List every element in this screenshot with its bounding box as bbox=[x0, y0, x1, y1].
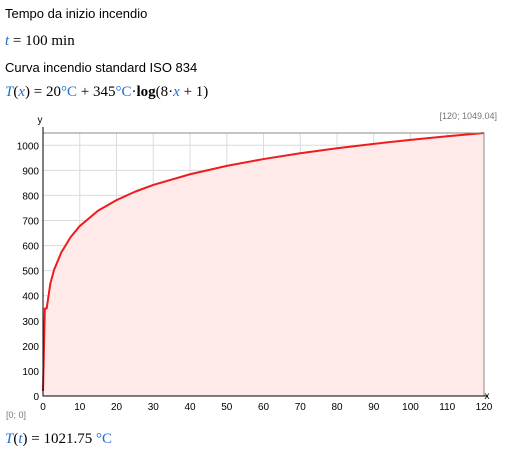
y-tick-label: 800 bbox=[22, 191, 39, 202]
formula-plus: + 345 bbox=[77, 84, 116, 100]
result-open: ( bbox=[13, 431, 19, 447]
formula-log: log bbox=[136, 84, 156, 100]
formula-func: T bbox=[5, 84, 14, 100]
x-tick-label: 20 bbox=[111, 402, 123, 413]
formula-unit-2: °C bbox=[115, 84, 132, 100]
formula-close: ) = 20 bbox=[25, 84, 61, 100]
result-func: T bbox=[5, 431, 14, 447]
y-tick-label: 0 bbox=[33, 392, 39, 403]
y-tick-label: 200 bbox=[22, 342, 39, 353]
y-tick-label: 100 bbox=[22, 367, 39, 378]
formula-lhs-arg: x bbox=[18, 84, 26, 100]
x-tick-label: 110 bbox=[439, 402, 455, 413]
y-tick-label: 300 bbox=[22, 317, 39, 328]
x-tick-label: 50 bbox=[221, 402, 233, 413]
x-tick-label: 70 bbox=[295, 402, 307, 413]
formula-dot: · bbox=[131, 84, 137, 100]
time-variable: t bbox=[5, 33, 10, 49]
series-fill bbox=[43, 133, 484, 396]
formula-arg: x bbox=[173, 84, 180, 100]
min-corner-label: [0; 0] bbox=[6, 410, 26, 420]
result-unit: °C bbox=[95, 431, 112, 447]
curve-formula: T(x) = 20°C + 345°C·log(8·x + 1) bbox=[5, 84, 208, 101]
result-line: T(t) = 1021.75 °C bbox=[5, 431, 112, 448]
fire-curve-chart: 0 10 20 30 40 50 60 70 80 90 100 110 120 0 100 200 300 40… bbox=[6, 111, 497, 420]
chart-tick-labels: 0 10 20 30 40 50 60 70 80 90 100 110 120 0 100 200 300 40… bbox=[17, 141, 493, 413]
x-tick-label: 60 bbox=[258, 402, 270, 413]
time-value: = 100 min bbox=[9, 33, 75, 49]
time-definition: t = 100 min bbox=[5, 33, 75, 50]
x-tick-label: 80 bbox=[331, 402, 343, 413]
x-tick-label: 90 bbox=[368, 402, 380, 413]
chart-area-layer bbox=[42, 132, 485, 396]
formula-paren-close: + 1) bbox=[179, 84, 209, 100]
x-tick-label: 30 bbox=[148, 402, 160, 413]
y-tick-label: 500 bbox=[22, 267, 39, 278]
chart-axes bbox=[42, 127, 488, 397]
x-tick-label: 40 bbox=[184, 402, 196, 413]
curve-label: Curva incendio standard ISO 834 bbox=[5, 60, 198, 75]
y-tick-label: 600 bbox=[22, 242, 39, 253]
y-tick-label: 900 bbox=[22, 166, 39, 177]
time-label: Tempo da inizio incendio bbox=[5, 6, 148, 21]
result-value: ) = 1021.75 bbox=[22, 431, 96, 447]
x-tick-label: 10 bbox=[74, 402, 86, 413]
series-line bbox=[42, 132, 485, 392]
y-axis-label: y bbox=[38, 115, 43, 126]
formula-paren-open: (8· bbox=[155, 84, 174, 100]
result-arg: t bbox=[18, 431, 23, 447]
formula-open: ( bbox=[13, 84, 19, 100]
max-corner-label: [120; 1049.04] bbox=[439, 111, 497, 121]
x-tick-label: 100 bbox=[402, 402, 419, 413]
x-tick-label: 0 bbox=[40, 402, 46, 413]
x-tick-label: 120 bbox=[476, 402, 493, 413]
formula-unit-1: °C bbox=[60, 84, 77, 100]
x-axis-label: x bbox=[485, 391, 490, 402]
y-tick-label: 400 bbox=[22, 292, 39, 303]
y-tick-label: 1000 bbox=[17, 141, 40, 152]
y-tick-label: 700 bbox=[22, 217, 39, 228]
